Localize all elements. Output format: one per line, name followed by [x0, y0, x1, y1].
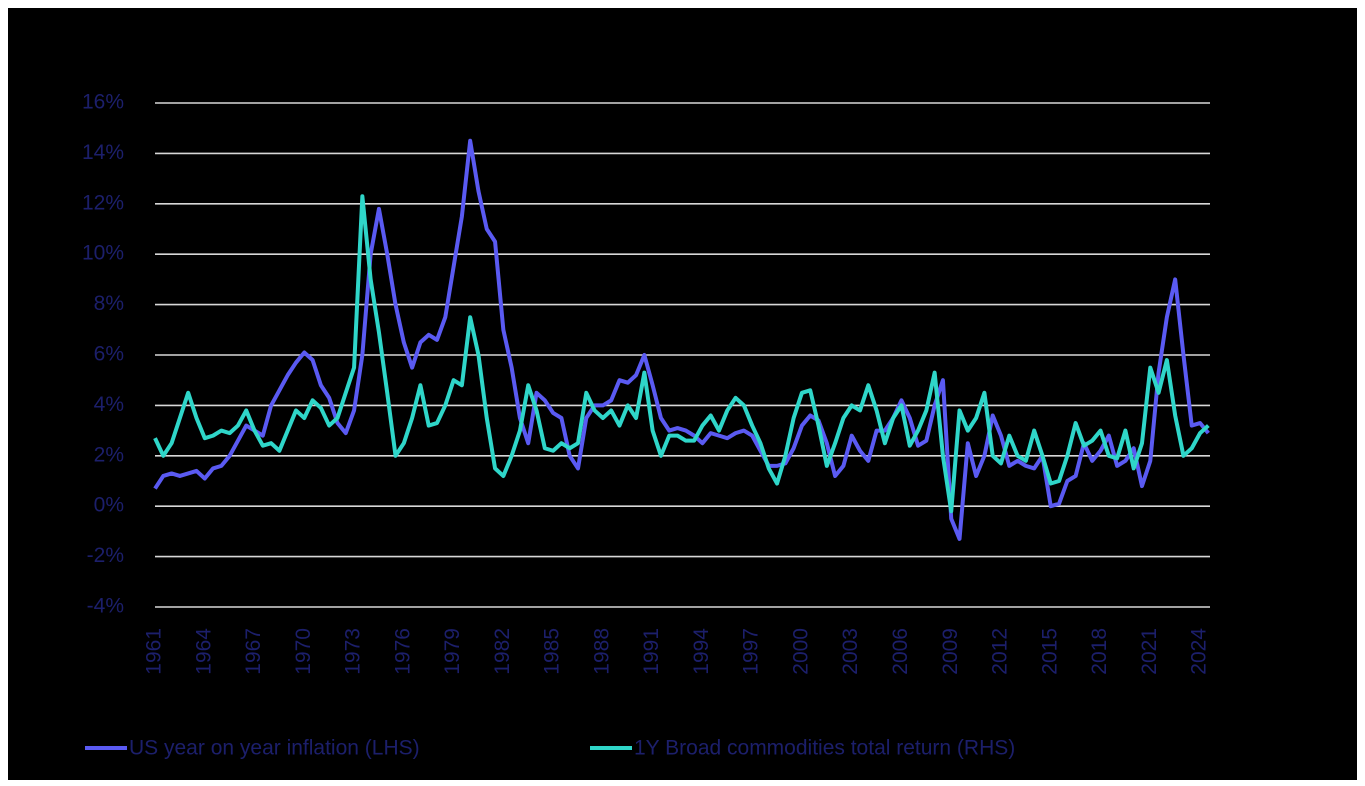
y-tick-label: 10%	[82, 242, 124, 265]
x-tick-label: 2024	[1188, 628, 1211, 675]
x-tick-label: 1988	[590, 628, 613, 675]
y-tick-label: -2%	[87, 544, 124, 567]
x-tick-label: 2018	[1088, 628, 1111, 675]
x-tick-label: 2015	[1038, 628, 1061, 675]
x-tick-label: 2000	[789, 628, 812, 675]
y-tick-label: 0%	[94, 494, 124, 517]
x-tick-label: 1979	[441, 628, 464, 675]
x-tick-label: 1994	[690, 628, 713, 675]
legend-label: US year on year inflation (LHS)	[129, 737, 420, 760]
chart-background	[8, 8, 1357, 780]
x-tick-label: 1982	[491, 628, 514, 675]
y-tick-label: 14%	[82, 141, 124, 164]
x-tick-label: 1964	[192, 628, 215, 675]
x-tick-label: 1997	[740, 628, 763, 675]
x-tick-label: 1985	[541, 628, 564, 675]
x-tick-label: 1967	[242, 628, 265, 675]
x-tick-label: 1991	[640, 628, 663, 675]
x-tick-label: 2003	[839, 628, 862, 675]
x-tick-label: 2021	[1138, 628, 1161, 675]
series-line	[153, 138, 1210, 541]
y-tick-label: 12%	[82, 191, 124, 214]
y-tick-label: -4%	[87, 595, 124, 618]
y-tick-label: 4%	[94, 393, 124, 416]
x-tick-label: 1976	[391, 628, 414, 675]
x-tick-label: 2006	[889, 628, 912, 675]
y-tick-label: 2%	[94, 443, 124, 466]
y-tick-label: 8%	[94, 292, 124, 315]
x-tick-label: 1973	[342, 628, 365, 675]
series-line	[153, 194, 1210, 514]
x-tick-label: 2009	[939, 628, 962, 675]
y-tick-label: 6%	[94, 343, 124, 366]
legend-label: 1Y Broad commodities total return (RHS)	[634, 737, 1015, 760]
x-tick-label: 1961	[143, 628, 166, 675]
y-tick-label: 16%	[82, 91, 124, 114]
x-tick-label: 1970	[292, 628, 315, 675]
x-tick-label: 2012	[989, 628, 1012, 675]
